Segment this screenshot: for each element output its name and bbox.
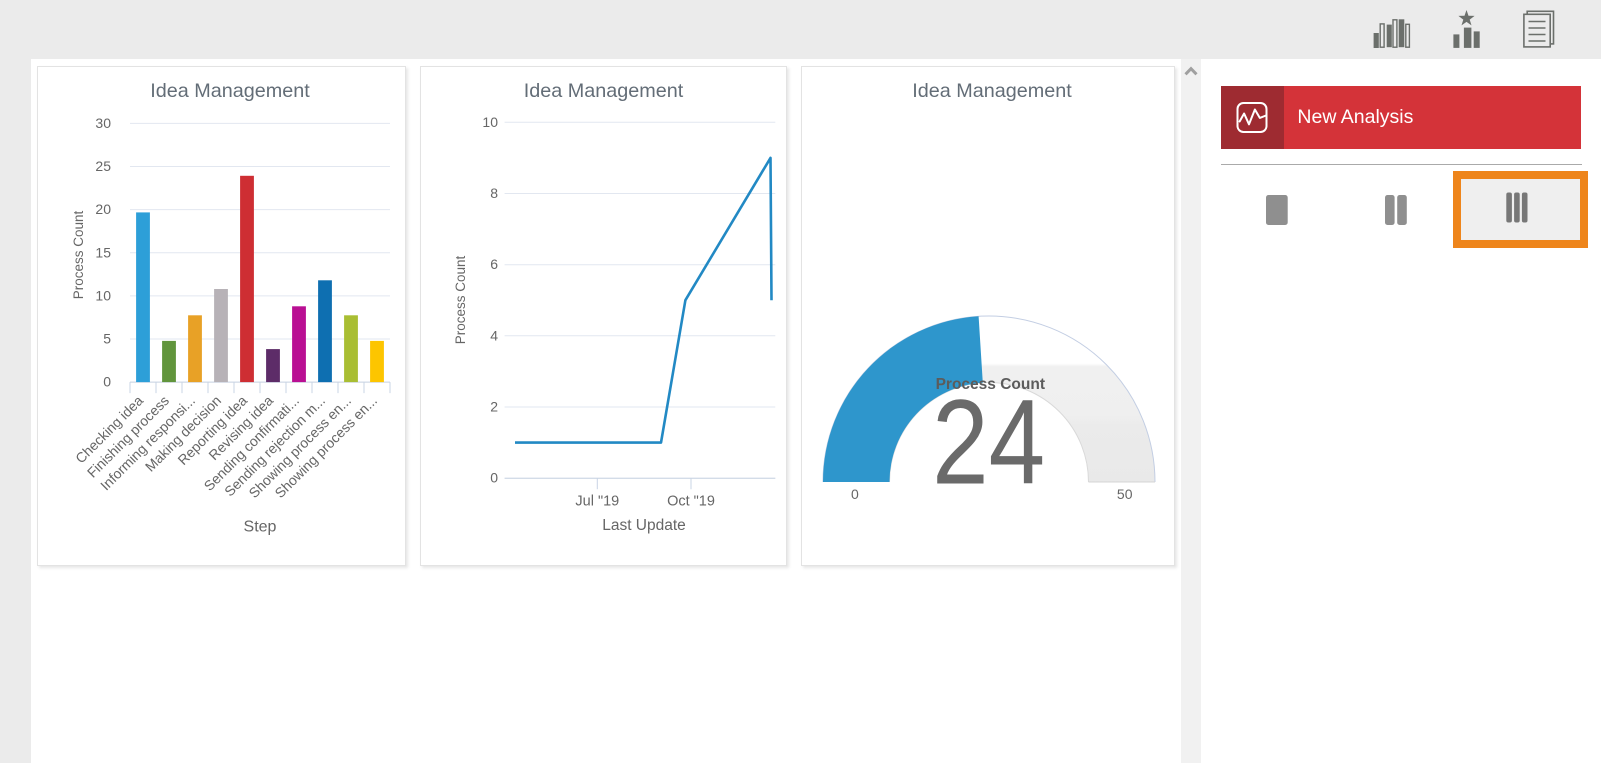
svg-text:Idea Management: Idea Management xyxy=(912,80,1072,102)
svg-text:25: 25 xyxy=(95,158,111,174)
svg-text:24: 24 xyxy=(932,374,1045,510)
svg-text:50: 50 xyxy=(1117,486,1133,502)
svg-text:Idea Management: Idea Management xyxy=(150,80,310,102)
svg-text:Process Count: Process Count xyxy=(936,376,1045,393)
svg-text:0: 0 xyxy=(851,486,859,502)
svg-text:8: 8 xyxy=(490,185,498,201)
svg-text:Idea Management: Idea Management xyxy=(524,80,684,102)
svg-text:Process Count: Process Count xyxy=(71,210,86,299)
svg-text:Jul "19: Jul "19 xyxy=(575,493,619,509)
svg-text:20: 20 xyxy=(95,201,111,217)
svg-text:Step: Step xyxy=(244,518,277,535)
svg-text:0: 0 xyxy=(103,374,111,390)
svg-text:0: 0 xyxy=(490,470,498,486)
svg-text:10: 10 xyxy=(95,287,111,303)
svg-text:4: 4 xyxy=(490,327,498,343)
svg-text:Oct "19: Oct "19 xyxy=(667,493,715,509)
svg-text:Last Update: Last Update xyxy=(602,517,686,534)
svg-text:10: 10 xyxy=(482,114,498,130)
svg-text:6: 6 xyxy=(490,256,498,272)
svg-text:30: 30 xyxy=(95,115,111,131)
svg-text:Process Count: Process Count xyxy=(453,255,468,344)
svg-text:15: 15 xyxy=(95,244,111,260)
svg-text:5: 5 xyxy=(103,331,111,347)
svg-text:2: 2 xyxy=(490,399,498,415)
